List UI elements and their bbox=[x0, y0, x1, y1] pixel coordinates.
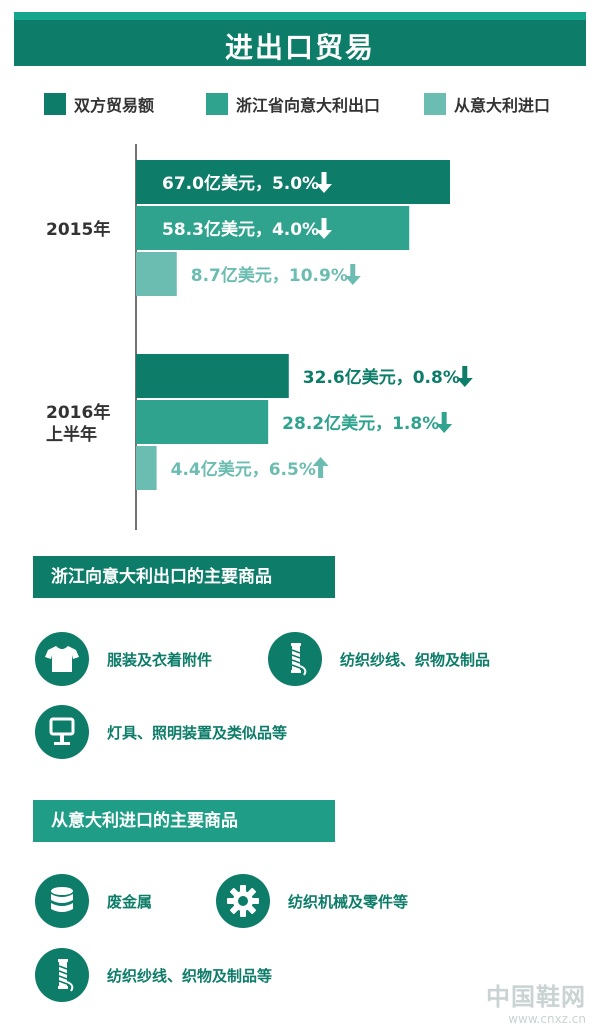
trend-down-arrow-icon bbox=[316, 172, 332, 193]
import-item-label: 废金属 bbox=[107, 892, 153, 911]
legend: 双方贸易额 浙江省向意大利出口 从意大利进口 bbox=[44, 92, 564, 122]
category-label: 2015年 bbox=[46, 219, 110, 240]
imports-section-title: 从意大利进口的主要商品 bbox=[33, 800, 335, 842]
data-label: 58.3亿美元，4.0% bbox=[162, 219, 319, 240]
export-item-label: 纺织纱线、织物及制品 bbox=[340, 650, 491, 669]
bar bbox=[136, 400, 269, 444]
bar bbox=[136, 206, 410, 250]
bar bbox=[136, 446, 157, 490]
trend-up-arrow-icon bbox=[312, 457, 329, 478]
trend-down-arrow-icon bbox=[436, 412, 453, 433]
category-label: 上半年 bbox=[46, 424, 97, 445]
bar bbox=[136, 160, 450, 204]
data-label: 67.0亿美元，5.0% bbox=[162, 173, 319, 194]
trend-down-arrow-icon bbox=[316, 218, 332, 239]
trend-down-arrow-icon bbox=[344, 264, 361, 285]
thread-spool-icon bbox=[268, 632, 322, 686]
import-item-machinery: 纺织机械及零件等 bbox=[216, 874, 408, 928]
category-label: 2016年 bbox=[46, 402, 110, 423]
import-item-label: 纺织纱线、织物及制品等 bbox=[107, 966, 273, 985]
watermark-sub: www.cnxz.cn bbox=[508, 1012, 586, 1026]
legend-label-total: 双方贸易额 bbox=[74, 96, 155, 115]
bar bbox=[136, 252, 177, 296]
legend-item-export: 浙江省向意大利出口 bbox=[206, 92, 380, 116]
legend-label-export: 浙江省向意大利出口 bbox=[236, 96, 381, 115]
data-label: 4.4亿美元，6.5% bbox=[171, 459, 316, 480]
title-bar: 进出口贸易 bbox=[14, 12, 586, 66]
watermark: 中国鞋网 www.cnxz.cn bbox=[486, 977, 586, 1026]
tshirt-icon bbox=[35, 632, 89, 686]
import-item-textiles: 纺织纱线、织物及制品等 bbox=[35, 948, 272, 1002]
thread-spool-icon bbox=[35, 948, 89, 1002]
export-item-clothing: 服装及衣着附件 bbox=[35, 632, 212, 686]
metal-stack-icon bbox=[35, 874, 89, 928]
legend-item-import: 从意大利进口 bbox=[424, 92, 550, 116]
export-item-textiles: 纺织纱线、织物及制品 bbox=[268, 632, 490, 686]
import-item-label: 纺织机械及零件等 bbox=[288, 892, 409, 911]
data-label: 28.2亿美元，1.8% bbox=[282, 413, 439, 434]
export-item-label: 灯具、照明装置及类似品等 bbox=[107, 723, 288, 742]
legend-label-import: 从意大利进口 bbox=[454, 96, 551, 115]
page-title: 进出口贸易 bbox=[224, 31, 375, 64]
lamp-icon bbox=[35, 705, 89, 759]
export-item-label: 服装及衣着附件 bbox=[107, 650, 213, 669]
export-item-lamps: 灯具、照明装置及类似品等 bbox=[35, 705, 287, 759]
bar bbox=[136, 354, 289, 398]
gear-icon bbox=[216, 874, 270, 928]
data-label: 8.7亿美元，10.9% bbox=[191, 265, 348, 286]
legend-swatch-export bbox=[206, 93, 228, 115]
exports-section-title: 浙江向意大利出口的主要商品 bbox=[33, 556, 335, 598]
legend-swatch-import bbox=[424, 93, 446, 115]
data-label: 32.6亿美元，0.8% bbox=[303, 367, 460, 388]
trend-down-arrow-icon bbox=[456, 366, 473, 387]
import-item-scrap-metal: 废金属 bbox=[35, 874, 152, 928]
legend-item-total: 双方贸易额 bbox=[44, 92, 154, 116]
watermark-main: 中国鞋网 bbox=[486, 983, 586, 1011]
legend-swatch-total bbox=[44, 93, 66, 115]
trade-bar-chart: 2015年 67.0亿美元，5.0% 58.3亿美元，4.0% 8.7亿美元，10.9… bbox=[46, 144, 473, 530]
